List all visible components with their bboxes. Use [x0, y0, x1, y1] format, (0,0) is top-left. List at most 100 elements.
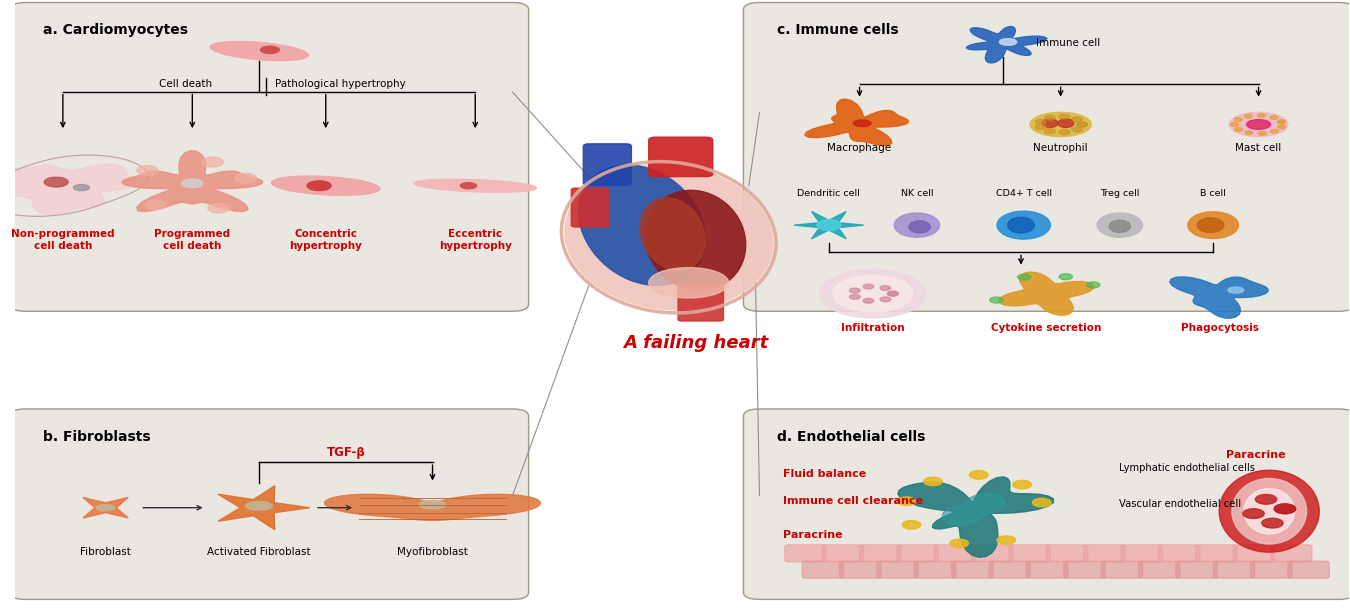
Circle shape: [950, 539, 968, 548]
Circle shape: [849, 294, 860, 299]
Circle shape: [1270, 130, 1278, 133]
FancyBboxPatch shape: [1102, 561, 1142, 578]
FancyBboxPatch shape: [1158, 545, 1200, 562]
Circle shape: [896, 497, 915, 505]
Circle shape: [817, 219, 841, 230]
FancyBboxPatch shape: [649, 137, 713, 176]
Text: Lymphatic endothelial cells: Lymphatic endothelial cells: [1119, 463, 1254, 473]
Ellipse shape: [853, 120, 871, 126]
Polygon shape: [217, 486, 309, 530]
Ellipse shape: [1007, 217, 1034, 233]
Circle shape: [833, 275, 913, 312]
Ellipse shape: [998, 211, 1050, 239]
Text: Vascular endothelial cell: Vascular endothelial cell: [1119, 499, 1241, 509]
Circle shape: [880, 297, 891, 302]
FancyBboxPatch shape: [1064, 561, 1106, 578]
FancyBboxPatch shape: [744, 409, 1350, 599]
Text: Fibroblast: Fibroblast: [80, 547, 131, 557]
Ellipse shape: [1243, 488, 1295, 534]
Ellipse shape: [246, 502, 273, 510]
FancyBboxPatch shape: [571, 188, 609, 227]
Circle shape: [1258, 131, 1266, 135]
FancyBboxPatch shape: [744, 2, 1350, 311]
FancyBboxPatch shape: [914, 561, 956, 578]
FancyBboxPatch shape: [1138, 561, 1180, 578]
FancyBboxPatch shape: [1288, 561, 1330, 578]
FancyBboxPatch shape: [9, 409, 529, 599]
Polygon shape: [942, 494, 1006, 525]
Circle shape: [923, 477, 942, 486]
Polygon shape: [325, 494, 540, 520]
Ellipse shape: [649, 268, 729, 298]
Polygon shape: [122, 151, 262, 212]
Circle shape: [819, 269, 926, 318]
Polygon shape: [898, 477, 1053, 558]
Circle shape: [1033, 499, 1052, 507]
Text: a. Cardiomyocytes: a. Cardiomyocytes: [43, 23, 188, 37]
Text: NK cell: NK cell: [900, 188, 933, 198]
Ellipse shape: [1058, 119, 1075, 128]
FancyBboxPatch shape: [952, 561, 994, 578]
Circle shape: [1045, 129, 1056, 134]
FancyBboxPatch shape: [1084, 545, 1125, 562]
FancyBboxPatch shape: [990, 561, 1030, 578]
Circle shape: [849, 288, 860, 293]
Text: Myofibroblast: Myofibroblast: [397, 547, 468, 557]
Text: Programmed
cell death: Programmed cell death: [154, 229, 231, 251]
Ellipse shape: [1030, 112, 1091, 137]
Ellipse shape: [1098, 213, 1142, 237]
Circle shape: [1270, 116, 1278, 119]
Ellipse shape: [261, 46, 279, 54]
Circle shape: [1058, 274, 1072, 280]
FancyBboxPatch shape: [972, 545, 1012, 562]
Circle shape: [1234, 128, 1242, 131]
FancyBboxPatch shape: [1176, 561, 1218, 578]
Polygon shape: [1169, 277, 1268, 319]
Text: A failing heart: A failing heart: [622, 334, 768, 353]
FancyBboxPatch shape: [1008, 545, 1050, 562]
Ellipse shape: [564, 165, 772, 310]
Text: Immune cell: Immune cell: [1035, 38, 1100, 47]
Text: Mast cell: Mast cell: [1235, 143, 1281, 153]
Ellipse shape: [1110, 220, 1130, 232]
Circle shape: [863, 284, 873, 289]
Circle shape: [969, 471, 988, 479]
Circle shape: [1018, 274, 1031, 280]
Text: Non-programmed
cell death: Non-programmed cell death: [11, 229, 115, 251]
Circle shape: [144, 200, 166, 210]
Circle shape: [887, 291, 898, 296]
FancyBboxPatch shape: [583, 144, 632, 185]
Circle shape: [235, 173, 256, 183]
Text: Macrophage: Macrophage: [828, 143, 891, 153]
Circle shape: [1277, 125, 1285, 129]
Text: TGF-β: TGF-β: [327, 446, 364, 458]
Text: Infiltration: Infiltration: [841, 323, 904, 333]
Text: Immune cell clearance: Immune cell clearance: [783, 496, 923, 506]
Text: Cytokine secretion: Cytokine secretion: [991, 323, 1102, 333]
Circle shape: [902, 520, 921, 529]
FancyBboxPatch shape: [878, 561, 918, 578]
Circle shape: [1077, 122, 1087, 127]
Ellipse shape: [1219, 470, 1319, 552]
Circle shape: [863, 299, 873, 303]
Circle shape: [202, 157, 223, 167]
FancyBboxPatch shape: [9, 2, 529, 311]
Ellipse shape: [579, 165, 706, 285]
FancyBboxPatch shape: [840, 561, 882, 578]
Text: Fluid balance: Fluid balance: [783, 469, 867, 479]
FancyBboxPatch shape: [860, 545, 900, 562]
Ellipse shape: [1230, 112, 1288, 137]
Text: Neutrophil: Neutrophil: [1033, 143, 1088, 153]
FancyBboxPatch shape: [784, 545, 826, 562]
FancyBboxPatch shape: [1214, 561, 1254, 578]
Text: d. Endothelial cells: d. Endothelial cells: [776, 430, 925, 444]
Polygon shape: [0, 164, 138, 215]
Text: Activated Fibroblast: Activated Fibroblast: [208, 547, 310, 557]
Circle shape: [1234, 118, 1242, 122]
Circle shape: [1231, 123, 1238, 126]
Text: Pathological hypertrophy: Pathological hypertrophy: [275, 79, 406, 89]
Circle shape: [1258, 114, 1266, 117]
Circle shape: [880, 286, 891, 291]
Polygon shape: [967, 26, 1046, 63]
Circle shape: [1045, 115, 1056, 120]
